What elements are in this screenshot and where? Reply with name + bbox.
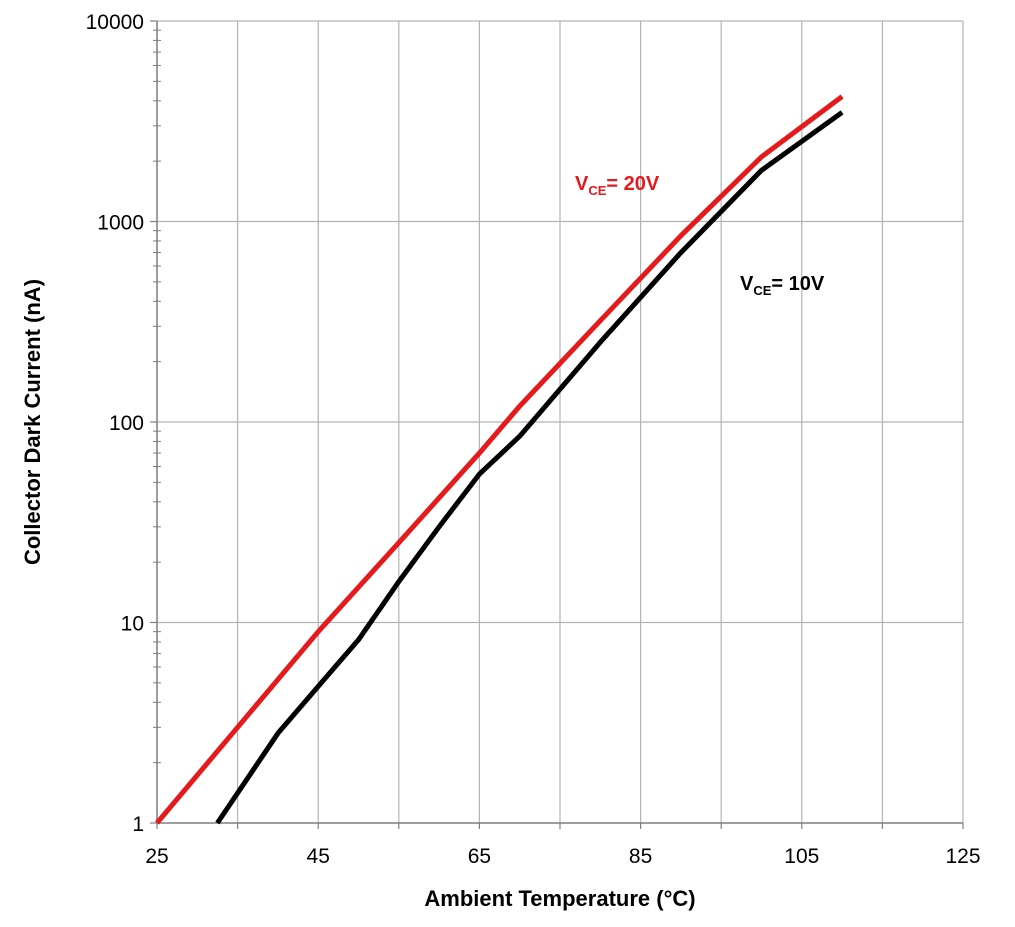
x-tick-label: 85 <box>629 845 652 868</box>
x-tick-label: 65 <box>468 845 491 868</box>
series-label-vce-10v-main: V <box>740 273 754 295</box>
y-axis-title: Collector Dark Current (nA) <box>20 279 45 565</box>
y-tick-label: 10000 <box>86 11 144 34</box>
y-tick-label: 100 <box>109 412 144 435</box>
y-tick-label: 1000 <box>97 212 144 235</box>
series-layer <box>155 94 844 825</box>
series-label-vce-20v: VCE= 20V <box>575 173 660 198</box>
series-label-vce-20v-sub: CE <box>588 183 606 198</box>
x-tick-label: 25 <box>145 845 168 868</box>
y-tick-labels: 1 10 100 1000 10000 <box>86 11 144 836</box>
series-line-1 <box>215 110 844 825</box>
y-tick-label: 1 <box>132 813 144 836</box>
series-label-vce-10v: VCE= 10V <box>740 273 825 298</box>
x-tick-label: 105 <box>784 845 819 868</box>
axes <box>156 21 963 824</box>
x-tick-labels: 25 45 65 85 105 125 <box>145 845 980 868</box>
x-tick-label: 45 <box>307 845 330 868</box>
series-label-vce-20v-rest: = 20V <box>606 173 659 195</box>
series-label-vce-10v-rest: = 10V <box>771 273 824 295</box>
x-tick-label: 125 <box>945 845 980 868</box>
gridlines <box>157 20 964 823</box>
x-axis-title: Ambient Temperature (°C) <box>424 886 695 911</box>
series-line-0 <box>155 94 844 825</box>
y-tick-label: 10 <box>121 613 144 636</box>
series-label-vce-20v-main: V <box>575 173 589 195</box>
series-label-vce-10v-sub: CE <box>753 283 771 298</box>
